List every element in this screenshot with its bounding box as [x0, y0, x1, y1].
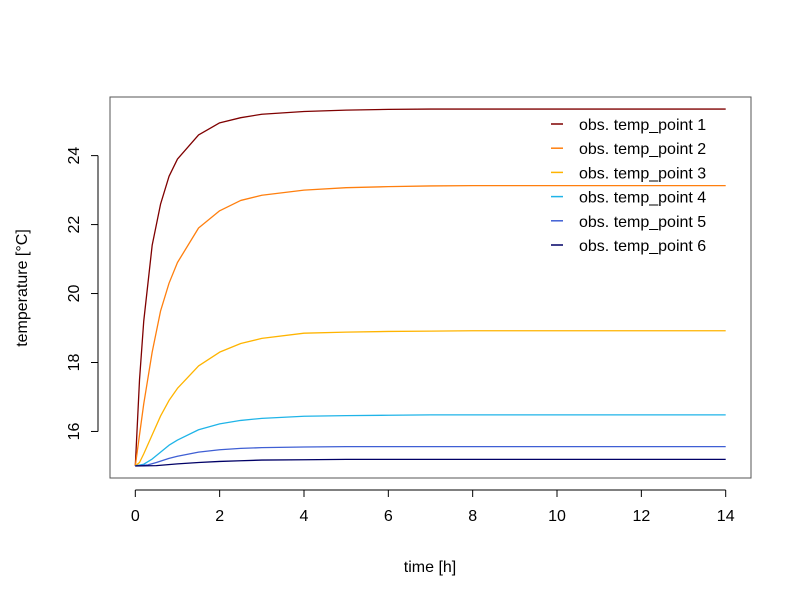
legend-label-3: obs. temp_point 3 — [579, 165, 706, 182]
y-tick-label: 24 — [66, 147, 83, 165]
x-tick-label: 4 — [300, 508, 309, 525]
y-tick-label: 22 — [66, 216, 83, 234]
series-line-4 — [135, 414, 726, 467]
x-tick-label: 0 — [131, 508, 140, 525]
x-tick-label: 14 — [717, 508, 735, 525]
legend-label-1: obs. temp_point 1 — [579, 117, 706, 134]
legend-label-4: obs. temp_point 4 — [579, 190, 706, 207]
x-axis-title: time [h] — [404, 559, 456, 576]
y-axis-title: temperature [°C] — [14, 229, 31, 347]
x-tick-label: 10 — [548, 508, 566, 525]
y-tick-label: 20 — [66, 285, 83, 303]
legend-label-6: obs. temp_point 6 — [579, 238, 706, 255]
x-tick-label: 2 — [215, 508, 224, 525]
series-line-6 — [135, 458, 726, 467]
x-tick-label: 8 — [468, 508, 477, 525]
series-layer — [134, 108, 726, 467]
series-line-1 — [134, 108, 726, 466]
x-tick-label: 12 — [632, 508, 650, 525]
y-tick-label: 18 — [66, 353, 83, 371]
series-line-2 — [134, 184, 726, 467]
legend-label-5: obs. temp_point 5 — [579, 214, 706, 231]
y-axis: 16 18 20 22 24 — [66, 147, 99, 440]
y-tick-label: 16 — [66, 422, 83, 440]
x-tick-label: 6 — [384, 508, 393, 525]
series-line-5 — [135, 445, 726, 467]
legend-label-2: obs. temp_point 2 — [579, 141, 706, 158]
plot-frame — [109, 96, 752, 479]
x-axis: 0 2 4 6 8 10 12 14 — [131, 489, 735, 525]
legend: obs. temp_point 1 obs. temp_point 2 obs. t… — [551, 117, 706, 255]
series-line-3 — [134, 330, 726, 467]
